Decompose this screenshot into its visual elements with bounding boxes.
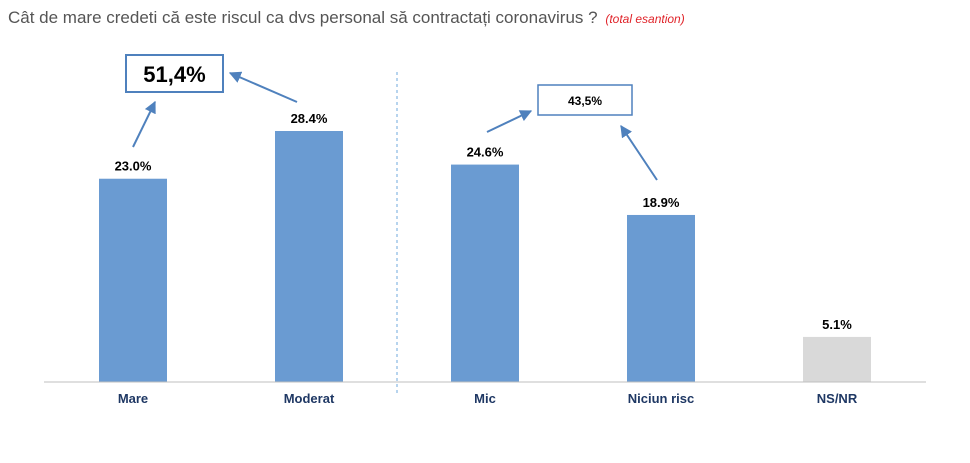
annotation-arrow-moderat — [228, 71, 298, 103]
category-label-niciun-risc: Niciun risc — [628, 391, 694, 406]
annotation-arrow-niciun — [620, 125, 658, 181]
annotation-arrow-mare — [132, 100, 156, 148]
annotation-text-low: 43,5% — [568, 94, 602, 108]
chart-title: Cât de mare credeti că este riscul ca dv… — [8, 8, 685, 28]
labels-layer: 23.0% Mare 28.4% Moderat 24.6% Mic 18.9% Niciun… — [115, 111, 858, 406]
bar-mare — [99, 178, 167, 382]
value-label-ns-nr: 5.1% — [822, 317, 852, 332]
annotation-box-low — [537, 84, 633, 116]
value-label-mic: 24.6% — [467, 145, 504, 160]
annotation-box-high — [125, 54, 224, 93]
annotation-text-high: 51,4% — [143, 62, 205, 87]
annotation-arrow-mic — [486, 110, 533, 133]
bar-ns-nr — [803, 336, 871, 382]
category-label-mic: Mic — [474, 391, 496, 406]
bar-moderat — [275, 131, 343, 382]
annotation-high-risk: 51,4% — [125, 54, 298, 148]
value-label-moderat: 28.4% — [291, 111, 328, 126]
category-label-ns-nr: NS/NR — [817, 391, 858, 406]
value-label-mare: 23.0% — [115, 159, 152, 174]
chart-subtitle: (total esantion) — [605, 12, 685, 26]
bar-niciun-risc — [627, 214, 695, 382]
annotation-low-risk: 43,5% — [486, 84, 658, 181]
category-label-moderat: Moderat — [284, 391, 335, 406]
chart-title-text: Cât de mare credeti că este riscul ca dv… — [8, 8, 598, 27]
value-label-niciun-risc: 18.9% — [643, 195, 680, 210]
bars-layer — [99, 131, 871, 382]
bar-mic — [451, 164, 519, 382]
category-label-mare: Mare — [118, 391, 148, 406]
